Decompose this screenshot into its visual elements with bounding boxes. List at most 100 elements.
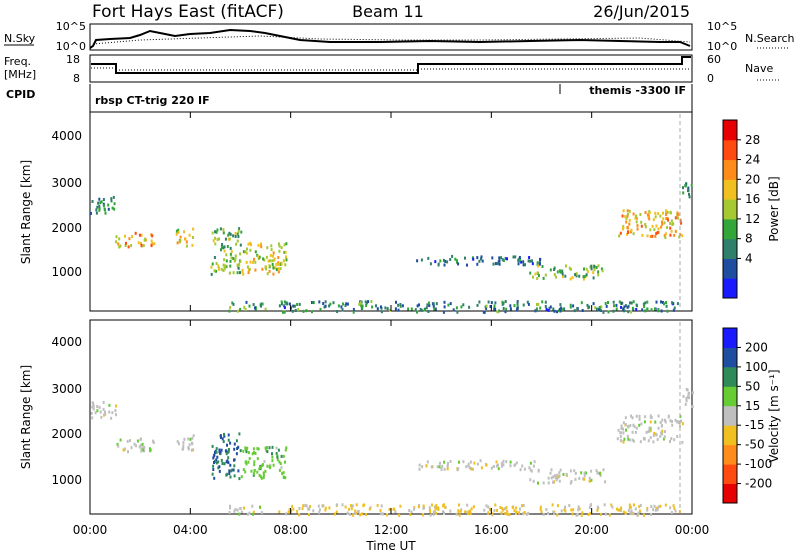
- velocity-echo-cell: [227, 461, 230, 465]
- velocity-echo-cell: [656, 508, 659, 512]
- noise-right-tick-bottom: 10^0: [707, 40, 737, 53]
- velocity-echo-cell: [248, 457, 251, 461]
- velocity-echo-cell: [485, 504, 488, 508]
- power-echo-cell: [585, 273, 588, 277]
- power-echo-cell: [283, 243, 286, 247]
- power-echo-cell: [559, 303, 562, 307]
- velocity-echo-cell: [135, 444, 138, 448]
- velocity-echo-cell: [350, 507, 353, 511]
- power-echo-cell: [228, 309, 231, 313]
- velocity-echo-cell: [410, 510, 413, 514]
- velocity-echo-cell: [476, 462, 479, 466]
- velocity-echo-cell: [182, 441, 185, 445]
- power-echo-cell: [232, 234, 235, 238]
- power-echo-cell: [397, 308, 400, 312]
- power-echo-cell: [428, 304, 431, 308]
- power-echo-cell: [218, 267, 220, 271]
- velocity-echo-cell: [243, 506, 245, 510]
- power-echo-cell: [687, 189, 689, 193]
- velocity-echo-cell: [638, 509, 641, 513]
- power-echo-cell: [420, 258, 423, 262]
- velocity-plot-frame: [89, 319, 693, 515]
- velocity-echo-cell: [467, 464, 470, 468]
- power-colorbar-swatch: [723, 179, 737, 200]
- velocity-echo-cell: [491, 512, 494, 516]
- power-echo-cell: [239, 271, 241, 275]
- power-echo-cell: [628, 222, 631, 226]
- velocity-echo-cell: [90, 411, 93, 415]
- velocity-echo-cell: [423, 506, 425, 510]
- velocity-echo-cell: [226, 443, 228, 447]
- velocity-echo-cell: [485, 463, 488, 467]
- cpid-panel: CPID rbsp CT-trig 220 IF themis -3300 IF: [6, 84, 693, 112]
- velocity-echo-cell: [627, 509, 630, 513]
- power-echo-cell: [690, 183, 693, 187]
- velocity-echo-cell: [399, 504, 402, 508]
- velocity-echo-cell: [301, 507, 304, 511]
- power-echo-cell: [673, 306, 676, 310]
- velocity-echo-cell: [469, 509, 472, 513]
- velocity-echo-cell: [262, 476, 265, 479]
- power-echo-cell: [248, 304, 251, 308]
- velocity-echo-cell: [644, 415, 647, 419]
- power-echo-cell: [650, 308, 653, 312]
- power-echo-cell: [535, 309, 538, 313]
- velocity-echo-cell: [537, 481, 539, 485]
- velocity-echo-cell: [626, 434, 629, 438]
- velocity-echo-cell: [557, 504, 559, 508]
- velocity-echo-cell: [280, 466, 283, 470]
- power-echo-cell: [489, 305, 492, 308]
- power-echo-cell: [225, 253, 228, 257]
- velocity-echo-cell: [466, 503, 469, 507]
- power-echo-cell: [110, 197, 113, 201]
- velocity-echo-cell: [573, 469, 576, 473]
- power-echo-cell: [150, 239, 153, 243]
- velocity-echo-cell: [631, 416, 634, 420]
- velocity-echo-cell: [441, 464, 444, 468]
- velocity-echo-cell: [508, 513, 511, 517]
- velocity-echo-cell: [620, 424, 623, 428]
- power-echo-cell: [367, 300, 370, 304]
- power-echo-cell: [456, 310, 459, 314]
- power-echo-cell: [652, 218, 655, 222]
- velocity-echo-cell: [92, 404, 95, 408]
- velocity-echo-cell: [556, 476, 559, 480]
- velocity-echo-cell: [252, 472, 255, 476]
- power-echo-cell: [524, 263, 526, 267]
- velocity-echo-cell: [638, 423, 641, 427]
- power-echo-cell: [457, 262, 460, 266]
- power-echo-cell: [509, 304, 512, 308]
- power-ytick-2000: 2000: [51, 221, 82, 235]
- power-echo-cell: [293, 304, 296, 308]
- velocity-echo-cell: [234, 508, 237, 511]
- velocity-echo-cell: [595, 469, 598, 473]
- power-echo-cell: [640, 220, 643, 224]
- velocity-echo-cell: [547, 476, 550, 480]
- velocity-echo-cell: [262, 473, 265, 477]
- power-echo-cell: [518, 259, 521, 263]
- velocity-echo-cell: [622, 440, 625, 444]
- power-echo-cell: [223, 258, 226, 262]
- power-echo-cell: [234, 254, 237, 258]
- velocity-echo-cell: [259, 466, 262, 469]
- velocity-ytick-4000: 4000: [51, 335, 82, 349]
- velocity-echo-cell: [587, 513, 590, 517]
- power-echo-cell: [229, 252, 232, 256]
- velocity-echo-cell: [432, 512, 435, 516]
- velocity-echo-cell: [669, 419, 672, 423]
- velocity-echo-cell: [671, 423, 674, 427]
- power-echo-cell: [260, 302, 263, 306]
- velocity-echo-cell: [657, 505, 660, 509]
- power-echo-cell: [641, 308, 644, 312]
- velocity-echo-cell: [266, 450, 269, 454]
- velocity-echo-cell: [645, 430, 648, 434]
- power-echo-cell: [600, 305, 603, 309]
- power-echo-cell: [365, 301, 368, 305]
- power-echo-cell: [605, 304, 608, 308]
- power-echo-cell: [493, 304, 496, 308]
- power-echo-cell: [665, 301, 667, 305]
- power-echo-cell: [673, 233, 676, 237]
- velocity-echo-cell: [539, 507, 542, 511]
- x-tick-label: 00:00: [675, 523, 710, 537]
